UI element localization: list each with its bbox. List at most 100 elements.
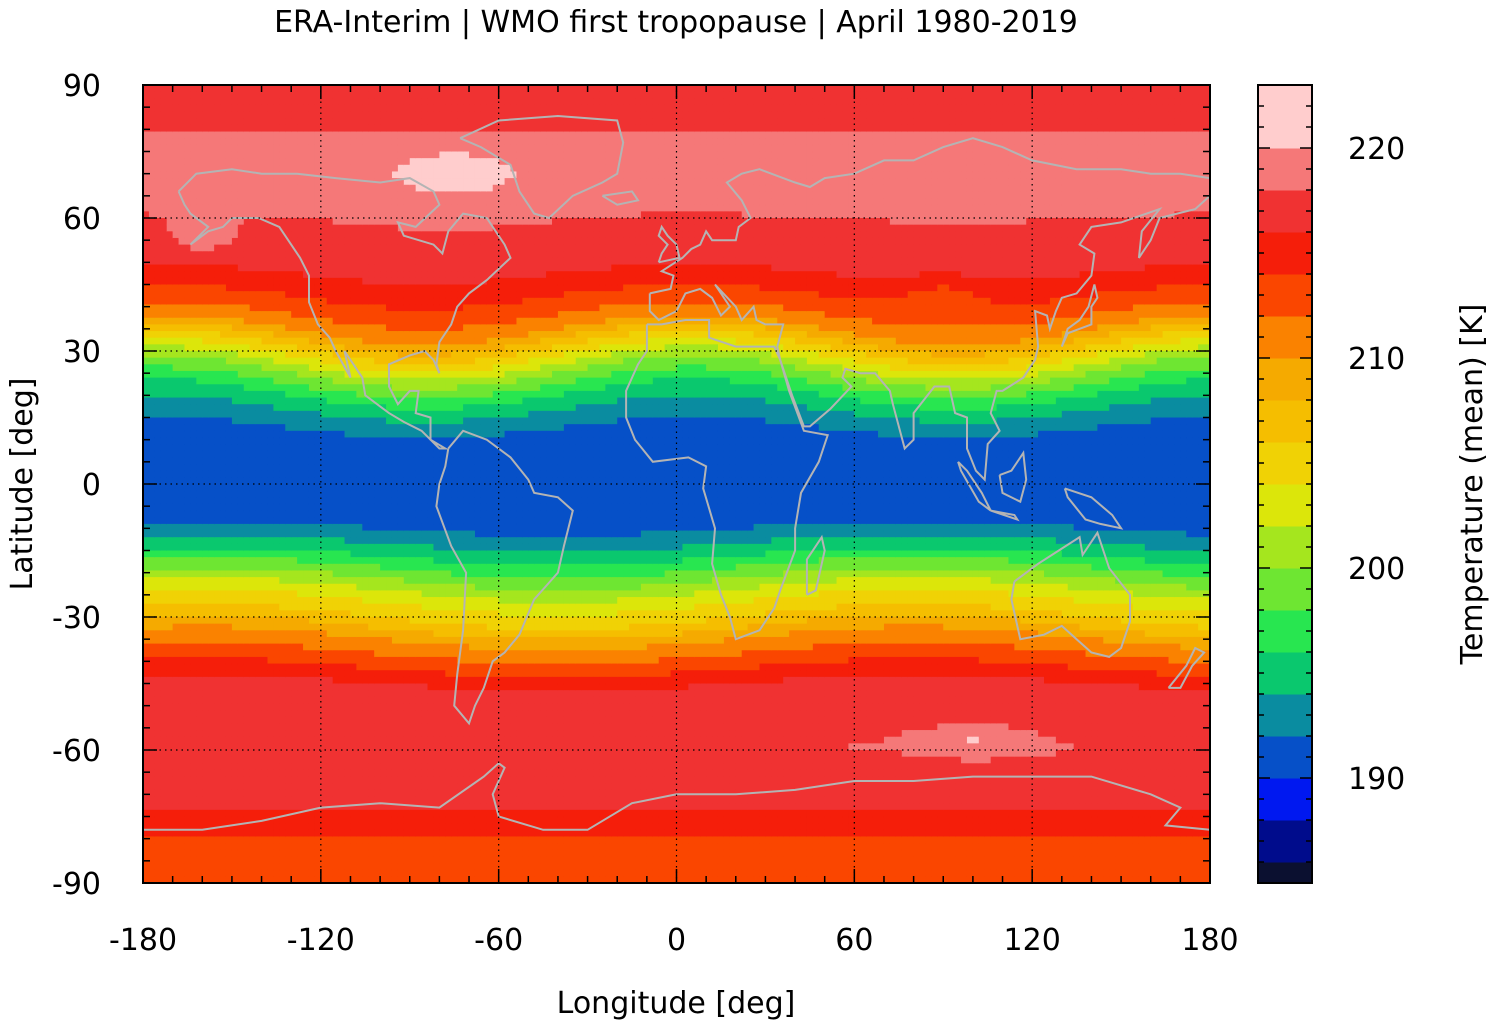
heat-cell [333,251,340,258]
heat-cell [297,152,304,159]
heat-cell [220,185,227,192]
heat-cell [273,737,280,744]
heat-cell [214,524,221,531]
heat-cell [179,637,186,644]
heat-cell [350,331,357,338]
heat-cell [149,517,156,524]
heat-cell [262,517,269,524]
heat-cell [155,198,162,205]
heat-cell [356,138,363,145]
heat-cell [208,644,215,651]
heat-cell [214,398,221,405]
heat-cell [226,664,233,671]
heat-cell [196,138,203,145]
heat-cell [226,677,233,684]
heat-cell [167,777,174,784]
heat-cell [273,610,280,617]
heat-cell [297,358,304,365]
heat-cell [362,411,369,418]
heat-cell [267,278,274,285]
heat-cell [339,830,346,837]
heat-cell [250,271,257,278]
heat-cell [380,511,387,518]
heat-cell [327,92,334,99]
heat-cell [173,763,180,770]
heat-cell [149,570,156,577]
heat-cell [267,570,274,577]
heat-cell [250,850,257,857]
heat-cell [279,238,286,245]
heat-cell [339,185,346,192]
heat-cell [356,152,363,159]
heat-cell [220,577,227,584]
heat-cell [380,105,387,112]
heat-cell [161,803,168,810]
heat-cell [309,551,316,558]
heat-cell [267,597,274,604]
heat-cell [386,457,393,464]
heat-cell [244,750,251,757]
heat-cell [279,338,286,345]
heat-cell [202,205,209,212]
heat-cell [350,344,357,351]
heat-cell [315,218,322,225]
heat-cell [179,231,186,238]
heat-cell [362,191,369,198]
heat-cell [184,650,191,657]
heat-cell [232,265,239,272]
heat-cell [173,132,180,139]
heat-cell [256,644,263,651]
heat-cell [244,225,251,232]
heat-cell [167,238,174,245]
heat-cell [297,491,304,498]
heat-cell [350,245,357,252]
heat-cell [279,644,286,651]
heat-cell [285,504,292,511]
heat-cell [256,777,263,784]
heat-cell [279,85,286,92]
heat-cell [297,218,304,225]
heat-cell [303,670,310,677]
heat-cell [208,364,215,371]
heat-cell [267,710,274,717]
heat-cell [155,517,162,524]
heat-cell [339,251,346,258]
heat-cell [179,451,186,458]
heat-cell [291,551,298,558]
heat-cell [184,245,191,252]
heat-cell [155,304,162,311]
heat-cell [356,564,363,571]
heat-cell [303,870,310,877]
heat-cell [190,763,197,770]
heat-cell [362,617,369,624]
heat-cell [179,371,186,378]
heat-cell [327,730,334,737]
heat-cell [173,271,180,278]
heat-cell [315,504,322,511]
heat-cell [285,437,292,444]
heat-cell [232,85,239,92]
heat-cell [196,537,203,544]
heat-cell [291,185,298,192]
heat-cell [374,198,381,205]
heat-cell [190,524,197,531]
heat-cell [161,451,168,458]
heat-cell [184,757,191,764]
heat-cell [262,657,269,664]
heat-cell [333,737,340,744]
heat-cell [184,391,191,398]
heat-cell [339,125,346,132]
heat-cell [214,351,221,358]
heat-cell [250,570,257,577]
heat-cell [155,471,162,478]
heat-cell [149,378,156,385]
heat-cell [238,278,245,285]
heat-cell [279,464,286,471]
heat-cell [167,630,174,637]
heat-cell [267,723,274,730]
heat-cell [368,750,375,757]
heat-cell [179,258,186,265]
heat-cell [309,531,316,538]
heat-cell [167,783,174,790]
